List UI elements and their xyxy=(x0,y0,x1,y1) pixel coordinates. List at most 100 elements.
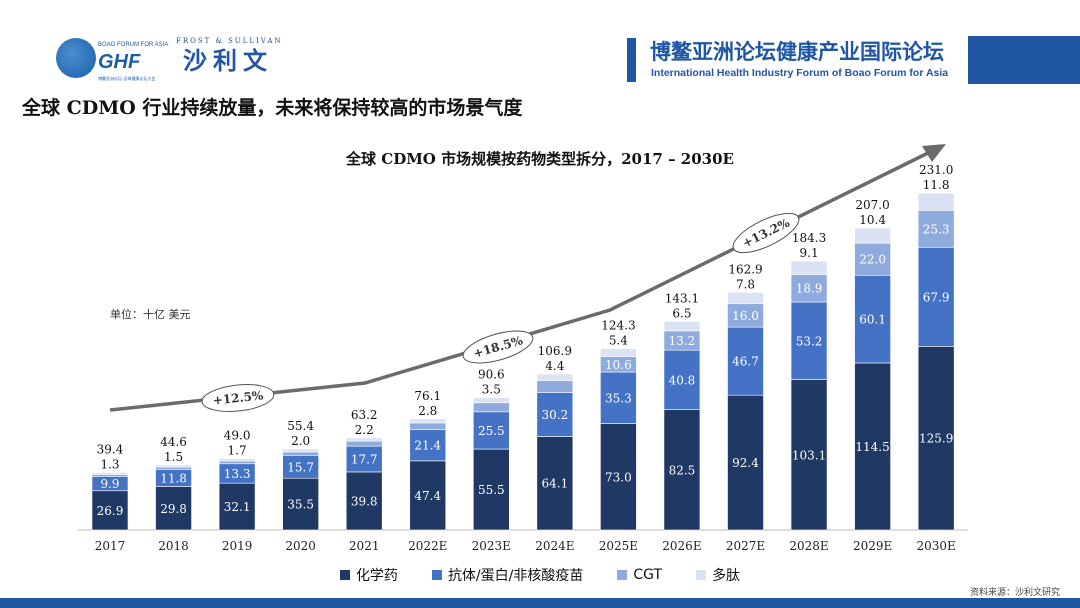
legend-label: 抗体/蛋白/非核酸疫苗 xyxy=(447,568,584,584)
forum-title: 博鳌亚洲论坛健康产业国际论坛 xyxy=(650,40,944,64)
boao-globe-logo xyxy=(56,38,96,78)
data-label: 1.7 xyxy=(228,444,247,458)
total-label: 76.1 xyxy=(414,389,441,403)
data-label: 25.3 xyxy=(923,222,950,236)
header-accent-bar xyxy=(627,38,636,82)
data-label: 18.9 xyxy=(796,282,823,296)
total-label: 184.3 xyxy=(792,231,826,245)
data-label: 1.3 xyxy=(100,458,119,472)
bar-segment xyxy=(790,301,828,380)
x-tick-label: 2018 xyxy=(158,539,189,553)
total-label: 231.0 xyxy=(919,163,953,177)
data-label: 114.5 xyxy=(855,440,889,454)
bar-segment xyxy=(345,445,383,473)
data-label: 39.8 xyxy=(351,494,378,508)
bar-segment xyxy=(155,466,192,470)
cagr-ellipse xyxy=(732,212,800,254)
boao-logo-cn: 博鳌亚洲论坛·全球健康论坛大会 xyxy=(98,76,156,81)
data-label: 11.8 xyxy=(160,471,187,485)
x-tick-label: 2023E xyxy=(472,539,511,553)
bar-segment xyxy=(727,326,764,396)
bar-segment xyxy=(790,260,828,275)
bar-segment xyxy=(917,210,955,248)
cagr-label: +12.5% xyxy=(212,388,264,407)
bar-segment xyxy=(917,246,955,347)
data-label: 17.7 xyxy=(351,453,378,467)
data-label: 35.3 xyxy=(605,391,632,405)
bar-segment xyxy=(472,397,510,404)
data-label: 13.3 xyxy=(224,467,251,481)
bar-segment xyxy=(282,448,319,453)
ghf-logo: GHF xyxy=(98,51,141,73)
bar-segment xyxy=(854,227,891,244)
total-label: 143.1 xyxy=(665,291,699,305)
bar-segment xyxy=(790,274,828,303)
bar-segment xyxy=(854,242,891,276)
data-label: 92.4 xyxy=(732,456,759,470)
bar-segment xyxy=(472,411,510,450)
data-label: 3.5 xyxy=(482,383,501,397)
data-label: 1.5 xyxy=(164,450,183,464)
data-label: 73.0 xyxy=(605,470,632,484)
bar-segment xyxy=(854,362,891,531)
bar-segment xyxy=(472,402,510,413)
data-label: 35.5 xyxy=(287,498,314,512)
x-tick-label: 2028E xyxy=(789,539,828,553)
x-tick-label: 2030E xyxy=(916,539,955,553)
bar-segment xyxy=(345,440,383,447)
data-label: 9.9 xyxy=(100,477,119,491)
total-label: 49.0 xyxy=(224,429,251,443)
data-label: 21.4 xyxy=(414,439,441,453)
sullivan-cn-logo: 沙利文 xyxy=(183,47,273,75)
data-label: 2.8 xyxy=(418,404,437,418)
data-label: 29.8 xyxy=(160,502,187,516)
data-label: 10.6 xyxy=(605,358,632,372)
legend-label: CGT xyxy=(633,567,663,583)
arrow-head xyxy=(922,144,946,162)
total-label: 44.6 xyxy=(160,435,187,449)
data-label: 10.4 xyxy=(859,213,886,227)
data-label: 4.4 xyxy=(545,359,564,373)
header-accent-box xyxy=(968,36,1080,84)
x-tick-label: 2029E xyxy=(853,539,892,553)
legend-item: 多肽 xyxy=(696,565,740,585)
bar-segment xyxy=(472,448,510,531)
x-tick-label: 2024E xyxy=(535,539,574,553)
unit-label: 单位：十亿 美元 xyxy=(110,308,191,321)
page-title: 全球 CDMO 行业持续放量，未来将保持较高的市场景气度 xyxy=(22,97,523,119)
total-label: 39.4 xyxy=(97,443,124,457)
data-label: 15.7 xyxy=(287,460,314,474)
bar-segment xyxy=(282,477,319,531)
frost-sullivan-logo: FROST & SULLIVAN xyxy=(176,37,283,45)
bar-segment xyxy=(282,451,319,456)
bar-segment xyxy=(155,464,192,468)
bar-segment xyxy=(218,460,256,465)
data-label: 16.0 xyxy=(732,309,759,323)
bar-segment xyxy=(218,458,256,462)
data-label: 2.2 xyxy=(355,423,374,437)
legend-item: CGT xyxy=(617,565,662,585)
x-tick-label: 2025E xyxy=(599,539,638,553)
bar-segment xyxy=(727,292,764,305)
total-label: 63.2 xyxy=(351,408,378,422)
total-label: 124.3 xyxy=(601,319,635,333)
total-label: 55.4 xyxy=(287,419,314,433)
data-label: 67.9 xyxy=(923,290,950,304)
bar-segment xyxy=(536,373,574,381)
x-tick-label: 2017 xyxy=(95,539,126,553)
bar-segment xyxy=(155,486,192,531)
legend: 化学药 抗体/蛋白/非核酸疫苗 CGT 多肽 xyxy=(0,565,1080,585)
chart-title: 全球 CDMO 市场规模按药物类型拆分，2017 – 2030E xyxy=(346,150,734,168)
legend-swatch xyxy=(339,570,350,580)
data-label: 26.9 xyxy=(97,504,124,518)
data-label: 53.2 xyxy=(796,334,823,348)
data-label: 60.1 xyxy=(859,313,886,327)
legend-swatch xyxy=(696,570,707,580)
bar-segment xyxy=(91,490,129,531)
bar-segment xyxy=(917,192,955,211)
x-tick-label: 2021 xyxy=(349,539,380,553)
data-label: 6.5 xyxy=(672,306,691,320)
boao-logo-text: BOAO FORUM FOR ASIA xyxy=(98,42,169,48)
total-label: 162.9 xyxy=(728,262,762,276)
